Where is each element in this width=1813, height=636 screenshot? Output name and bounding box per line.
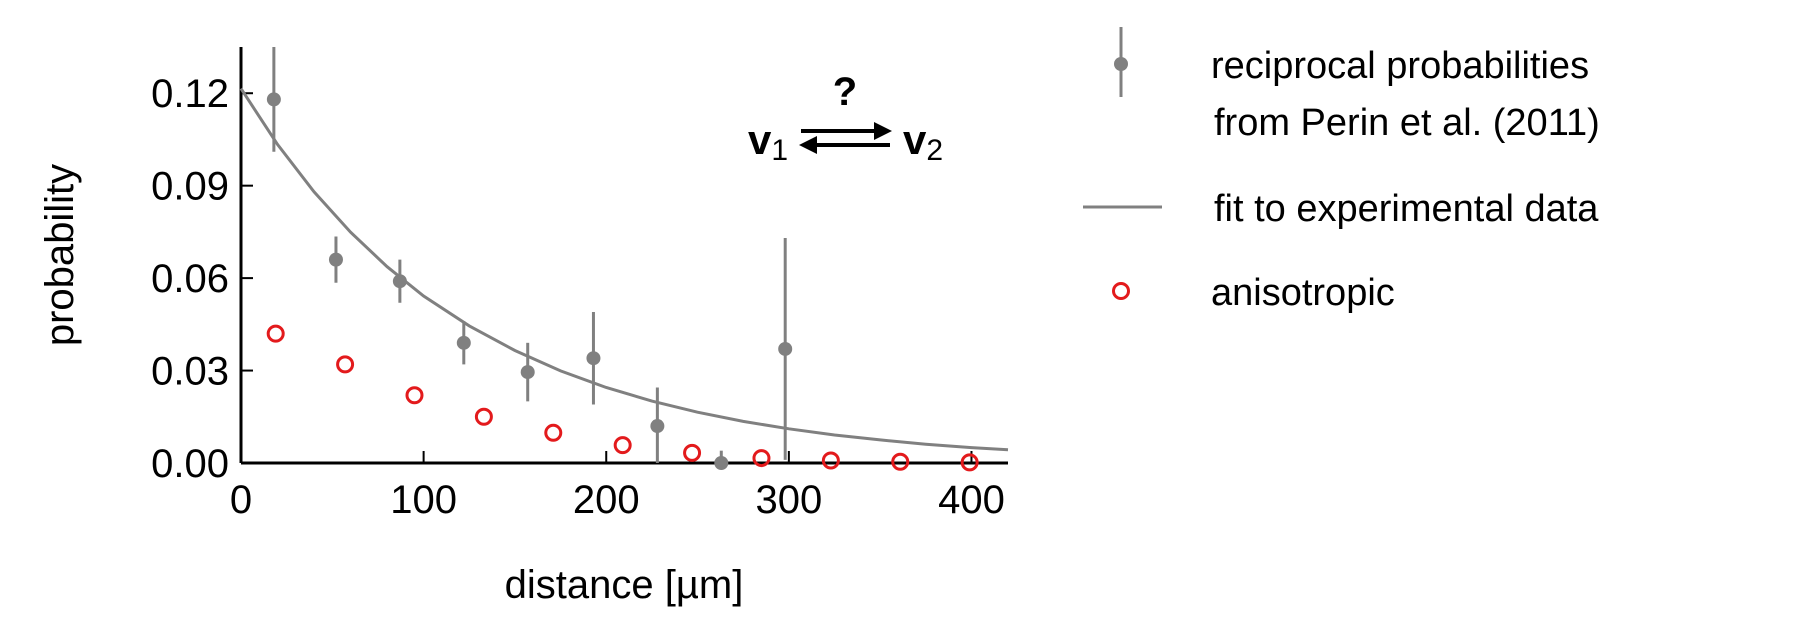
x-tick-label: 0 bbox=[230, 478, 252, 522]
x-axis-label: distance [µm] bbox=[505, 563, 744, 607]
anisotropic-point bbox=[752, 449, 771, 468]
y-tick-label: 0.09 bbox=[151, 165, 229, 209]
data-point bbox=[456, 321, 471, 365]
data-point bbox=[778, 238, 793, 460]
data-point-marker bbox=[778, 341, 793, 356]
x-tick-label: 200 bbox=[573, 478, 640, 522]
reciprocity-diagram: ? v1 v2 bbox=[748, 70, 943, 167]
legend-label-experimental-line2: from Perin et al. (2011) bbox=[1214, 102, 1600, 144]
data-point bbox=[328, 236, 343, 283]
anisotropic-point bbox=[405, 386, 424, 405]
legend-label-fit: fit to experimental data bbox=[1214, 188, 1599, 230]
x-tick-label: 400 bbox=[938, 478, 1005, 522]
legend-item-anisotropic: anisotropic bbox=[1112, 272, 1395, 314]
data-point-marker bbox=[328, 252, 343, 267]
anisotropic-point bbox=[336, 355, 355, 374]
diagram-question-mark: ? bbox=[833, 70, 857, 114]
y-tick-label: 0.03 bbox=[151, 350, 229, 394]
anisotropic-point bbox=[613, 436, 632, 455]
axes bbox=[239, 47, 1008, 465]
y-tick-label: 0.06 bbox=[151, 257, 229, 301]
experimental-data-points bbox=[266, 47, 793, 470]
legend-open-circle-marker bbox=[1112, 282, 1130, 300]
x-tick-label: 100 bbox=[390, 478, 457, 522]
diagram-node-v1: v1 bbox=[748, 116, 788, 167]
data-point-marker bbox=[586, 351, 601, 366]
data-point-marker bbox=[650, 419, 665, 434]
anisotropic-point bbox=[683, 443, 702, 462]
x-ticks: 0 100 200 300 400 bbox=[230, 451, 1005, 522]
data-point-marker bbox=[456, 335, 471, 350]
diagram-node-v2: v2 bbox=[903, 116, 943, 167]
legend: reciprocal probabilities from Perin et a… bbox=[1083, 27, 1600, 314]
fit-curve bbox=[239, 87, 1009, 452]
legend-point-marker bbox=[1114, 57, 1128, 71]
y-tick-label: 0.00 bbox=[151, 442, 229, 486]
bidirectional-arrow-icon bbox=[799, 122, 892, 154]
data-point-marker bbox=[392, 274, 407, 289]
data-point bbox=[714, 450, 729, 470]
data-point bbox=[392, 259, 407, 303]
anisotropic-point bbox=[821, 451, 840, 470]
legend-item-fit: fit to experimental data bbox=[1083, 188, 1599, 230]
anisotropic-point bbox=[891, 452, 910, 471]
y-ticks: 0.00 0.03 0.06 0.09 0.12 bbox=[151, 72, 253, 486]
legend-item-experimental: reciprocal probabilities from Perin et a… bbox=[1114, 27, 1600, 144]
anisotropic-point bbox=[474, 407, 493, 426]
diagram-node-v2-letter: v bbox=[903, 116, 927, 163]
x-tick-label: 300 bbox=[755, 478, 822, 522]
legend-label-anisotropic: anisotropic bbox=[1211, 272, 1395, 314]
data-point-marker bbox=[266, 92, 281, 107]
data-point bbox=[586, 312, 601, 405]
diagram-node-v2-subscript: 2 bbox=[926, 134, 943, 167]
data-point bbox=[266, 47, 281, 152]
anisotropic-point bbox=[266, 324, 285, 343]
diagram-node-v1-letter: v bbox=[748, 116, 772, 163]
data-point-marker bbox=[714, 456, 729, 470]
data-point bbox=[520, 342, 535, 402]
diagram-node-v1-subscript: 1 bbox=[771, 134, 788, 167]
y-tick-label: 0.12 bbox=[151, 72, 229, 116]
anisotropic-point bbox=[544, 423, 563, 442]
anisotropic-points bbox=[266, 324, 979, 472]
data-point bbox=[650, 387, 665, 463]
data-point-marker bbox=[520, 365, 535, 380]
y-axis-label: probability bbox=[38, 164, 82, 346]
legend-label-experimental-line1: reciprocal probabilities bbox=[1211, 45, 1589, 87]
anisotropic-point bbox=[960, 453, 979, 472]
